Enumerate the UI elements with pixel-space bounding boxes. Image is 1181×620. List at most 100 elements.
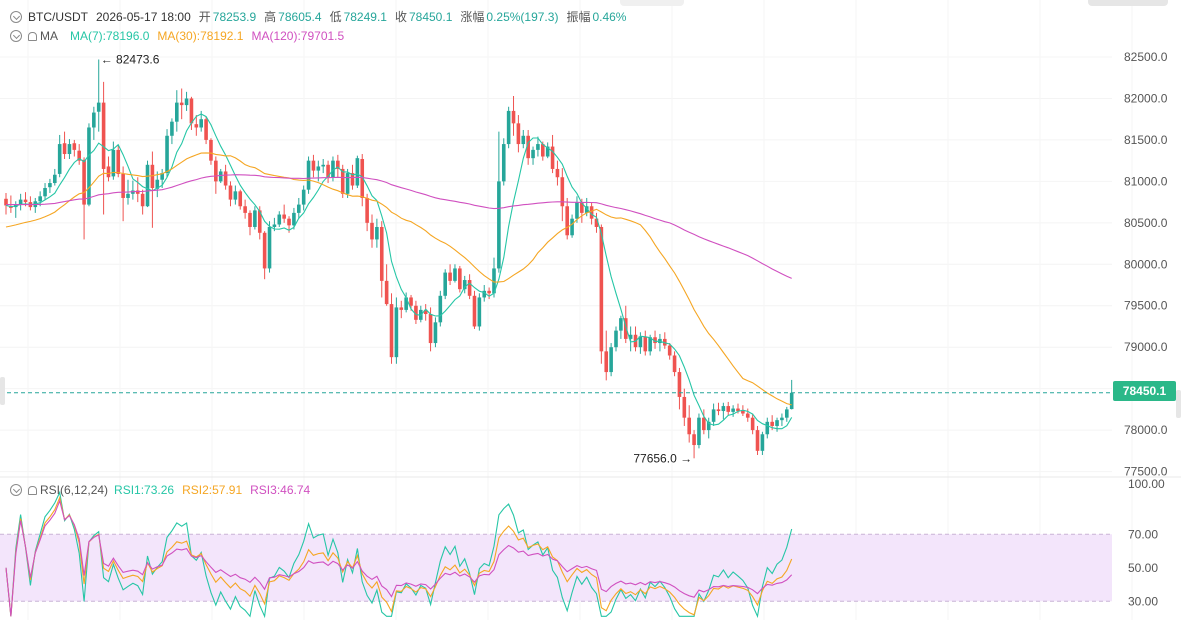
candle-body bbox=[267, 226, 272, 269]
candle-body bbox=[467, 280, 472, 296]
candle-body bbox=[672, 355, 677, 373]
rsi3-legend: RSI3:46.74 bbox=[250, 483, 311, 497]
candle-body bbox=[750, 417, 755, 431]
candle-body bbox=[340, 168, 345, 194]
candle-body bbox=[745, 413, 750, 418]
candle-body bbox=[38, 196, 42, 202]
candle-body bbox=[760, 434, 765, 451]
candle-body bbox=[238, 191, 243, 207]
candle-body bbox=[472, 295, 477, 327]
rsi-tick-label: 50.00 bbox=[1128, 561, 1158, 575]
rsi-tick-label: 70.00 bbox=[1128, 527, 1158, 541]
high-label: 高 bbox=[264, 10, 277, 24]
candle-body bbox=[433, 322, 438, 344]
candle-body bbox=[394, 307, 399, 358]
rsi3-line bbox=[5, 499, 793, 617]
candle-body bbox=[706, 421, 711, 431]
candle-body bbox=[384, 280, 389, 305]
symbol-header: BTC/USDT 2026-05-17 18:00 开 78253.9 高 7860… bbox=[10, 9, 634, 25]
rsi-tick-label: 100.00 bbox=[1128, 477, 1165, 491]
candle-body bbox=[677, 372, 682, 397]
candle-body bbox=[321, 164, 325, 167]
candle-body bbox=[204, 119, 208, 140]
top-bar-button-right[interactable] bbox=[1088, 0, 1168, 6]
candle-body bbox=[218, 171, 223, 182]
rsi-bell-icon[interactable] bbox=[28, 485, 37, 495]
price-tick-label: 79000.0 bbox=[1124, 340, 1168, 354]
candle-body bbox=[453, 268, 457, 281]
amplitude-value: 0.46% bbox=[592, 10, 627, 24]
rsi-lines-group bbox=[5, 490, 793, 619]
candle-body bbox=[550, 146, 555, 169]
rsi1-legend: RSI1:73.26 bbox=[114, 483, 175, 497]
candle-body bbox=[375, 226, 379, 240]
candle-body bbox=[755, 430, 760, 451]
candle-body bbox=[326, 164, 330, 178]
left-pane-handle[interactable] bbox=[0, 377, 5, 405]
candle-body bbox=[536, 144, 540, 150]
ma120-line bbox=[6, 174, 792, 279]
candle-body bbox=[57, 144, 62, 174]
candle-body bbox=[560, 177, 565, 207]
high-marker: ← 82473.6 bbox=[101, 53, 160, 67]
candle-body bbox=[584, 206, 589, 213]
candle-body bbox=[350, 173, 355, 186]
bell-icon[interactable] bbox=[28, 31, 37, 41]
candle-body bbox=[731, 408, 735, 412]
candle-body bbox=[175, 102, 179, 122]
ma-toggle-icon[interactable] bbox=[10, 30, 22, 42]
candle-body bbox=[253, 210, 257, 227]
candle-body bbox=[4, 198, 8, 206]
candle-body bbox=[741, 411, 745, 414]
candle-body bbox=[628, 334, 633, 339]
low-label: 低 bbox=[329, 10, 342, 24]
candle-body bbox=[106, 166, 111, 178]
ma7-legend: MA(7):78196.0 bbox=[70, 29, 150, 43]
candle-body bbox=[287, 218, 291, 226]
candle-body bbox=[336, 160, 340, 169]
candle-body bbox=[370, 222, 374, 240]
candle-body bbox=[716, 409, 721, 412]
candle-body bbox=[604, 351, 609, 373]
candle-body bbox=[18, 199, 23, 205]
candle-body bbox=[506, 110, 511, 145]
ma30-line bbox=[5, 152, 792, 406]
change-value: 0.25%(197.3) bbox=[486, 10, 559, 24]
change-label: 涨幅 bbox=[460, 10, 485, 24]
candle-body bbox=[511, 110, 516, 124]
rsi2-line bbox=[5, 495, 793, 617]
close-value: 78450.1 bbox=[408, 10, 453, 24]
candle-body bbox=[409, 297, 413, 306]
candle-body bbox=[389, 304, 394, 358]
candle-body bbox=[67, 144, 72, 155]
ma120-legend: MA(120):79701.5 bbox=[251, 29, 345, 43]
candle-body bbox=[399, 307, 404, 310]
candle-body bbox=[785, 409, 789, 418]
ma7-line bbox=[5, 113, 793, 430]
candle-body bbox=[160, 173, 164, 180]
candle-body bbox=[623, 318, 628, 339]
open-value: 78253.9 bbox=[212, 10, 257, 24]
candle-body bbox=[443, 272, 447, 296]
collapse-toggle-icon[interactable] bbox=[10, 11, 22, 23]
candle-body bbox=[126, 193, 130, 198]
candle-body bbox=[243, 206, 247, 213]
candle-body bbox=[82, 159, 86, 205]
candle-body bbox=[580, 202, 584, 213]
candle-body bbox=[565, 206, 569, 236]
rsi-tick-label: 30.00 bbox=[1128, 594, 1158, 608]
extreme-markers: ← 82473.6 77656.0 → bbox=[101, 53, 692, 466]
right-pane-handle[interactable] bbox=[1176, 390, 1181, 418]
candle-body bbox=[482, 290, 487, 298]
candle-body bbox=[170, 121, 174, 136]
candle-body bbox=[223, 171, 228, 186]
top-bar-button-center[interactable] bbox=[620, 0, 684, 6]
rsi-axis: 100.00 70.00 50.00 30.00 bbox=[1128, 477, 1165, 608]
candle-body bbox=[614, 330, 618, 348]
symbol-label: BTC/USDT bbox=[28, 10, 88, 24]
rsi-toggle-icon[interactable] bbox=[10, 484, 22, 496]
high-value: 78605.4 bbox=[278, 10, 322, 24]
candle-body bbox=[609, 347, 613, 373]
